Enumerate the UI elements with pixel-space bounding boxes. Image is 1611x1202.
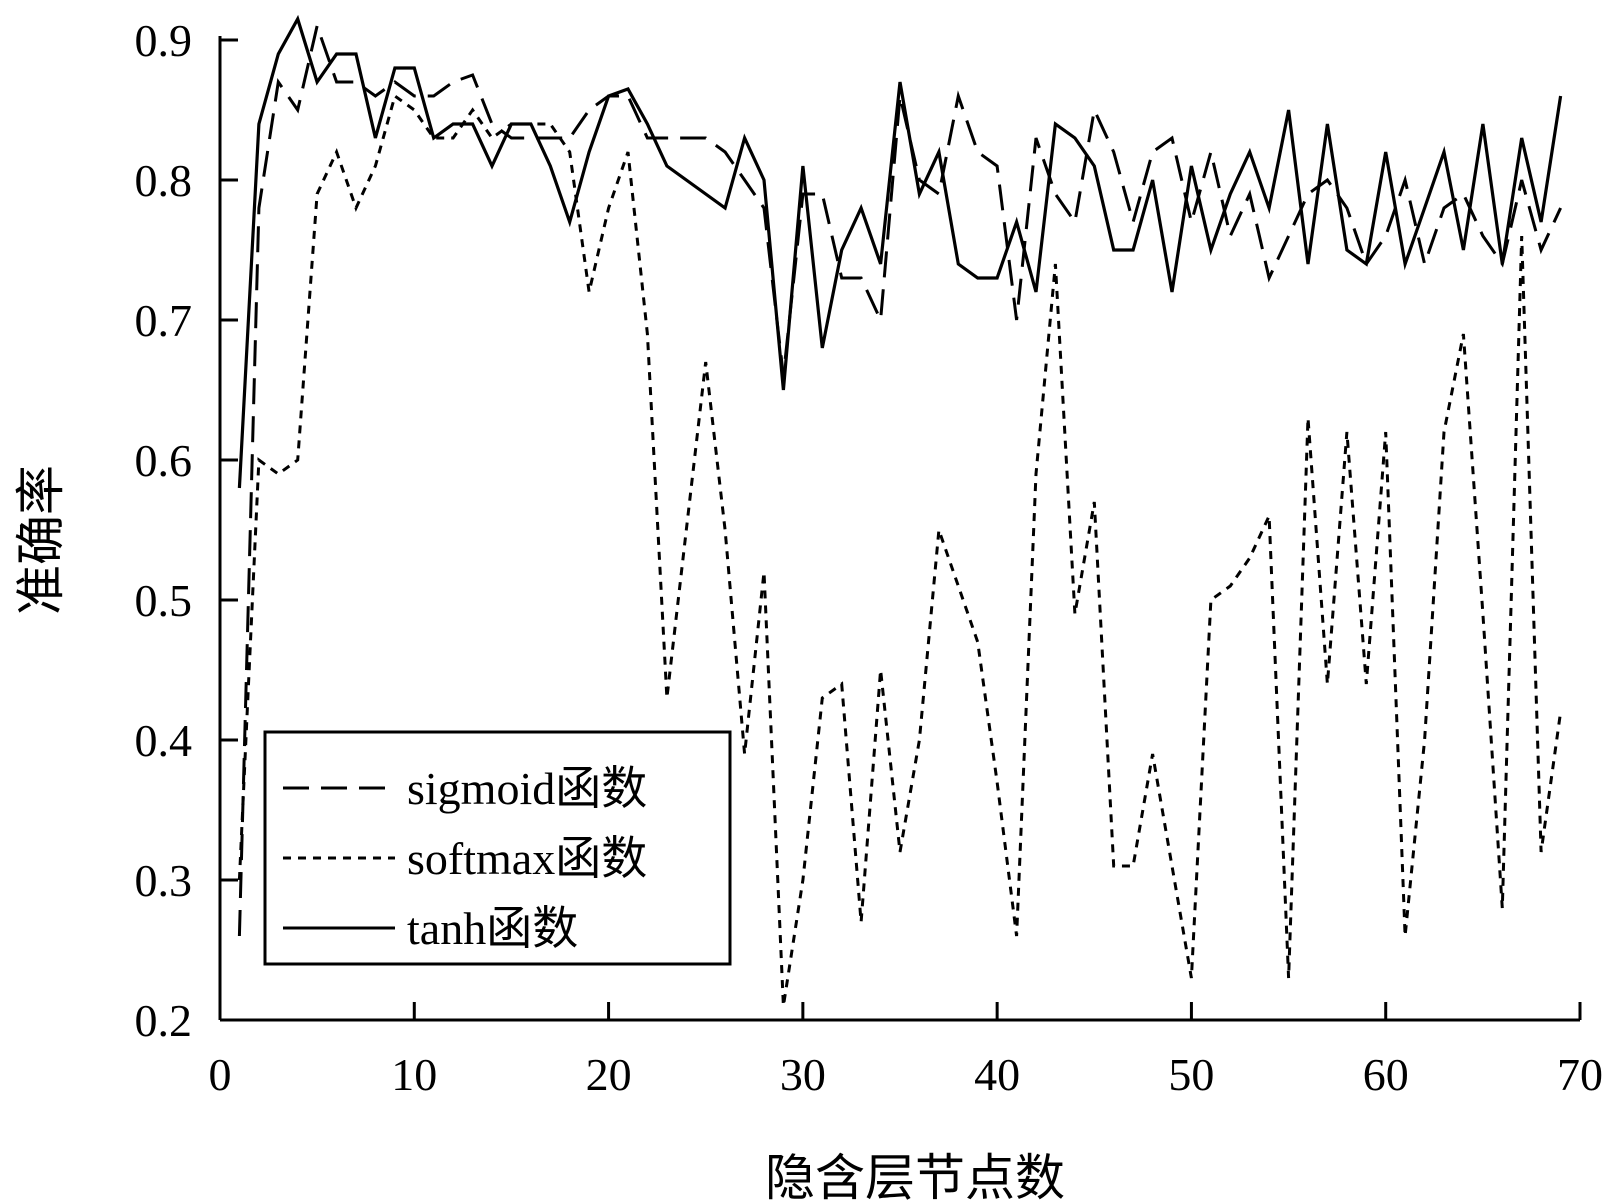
series-line-2 [237, 93, 1563, 1007]
x-axis-title: 隐含层节点数 [765, 1149, 1065, 1202]
y-tick-label: 0.4 [135, 715, 193, 766]
y-tick-label: 0.8 [135, 155, 193, 206]
y-axis-title: 准确率 [12, 465, 70, 615]
legend-label: tanh函数 [407, 903, 578, 954]
legend-box [263, 730, 732, 966]
x-tick-label: 50 [1168, 1049, 1214, 1100]
y-tick-label: 0.3 [135, 855, 193, 906]
series-line-3 [237, 14, 1563, 489]
x-tick-label: 0 [209, 1049, 232, 1100]
x-tick-label: 70 [1557, 1049, 1603, 1100]
y-tick-label: 0.5 [135, 575, 193, 626]
ticks: 0.2 0.3 0.4 0.5 0.6 0.7 0.8 0.9 0 10 20 30 40 50 60 70 [135, 15, 1604, 1100]
y-tick-label: 0.7 [135, 295, 193, 346]
x-tick-label: 10 [391, 1049, 437, 1100]
y-tick-label: 0.2 [135, 995, 193, 1046]
legend-label: sigmoid函数 [407, 763, 647, 814]
legend: sigmoid函数 softmax函数 tanh函数 [263, 730, 732, 966]
y-tick-label: 0.6 [135, 435, 193, 486]
x-tick-label: 20 [586, 1049, 632, 1100]
x-tick-label: 40 [974, 1049, 1020, 1100]
axes [218, 36, 1580, 1022]
plot-area [237, 14, 1563, 1007]
x-tick-label: 30 [780, 1049, 826, 1100]
y-tick-label: 0.9 [135, 15, 193, 66]
legend-label: softmax函数 [407, 833, 647, 884]
x-tick-label: 60 [1363, 1049, 1409, 1100]
